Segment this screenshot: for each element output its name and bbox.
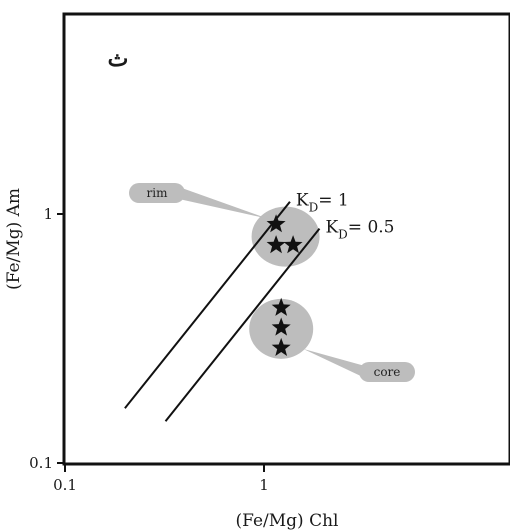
axes — [62, 12, 510, 466]
y-tick-label: 1 — [43, 205, 53, 223]
kd-label: KD= 0.5 — [325, 218, 394, 242]
y-axis-title: (Fe/Mg) Am — [4, 188, 24, 290]
star-point — [283, 235, 303, 254]
callout-pointer — [303, 348, 365, 378]
plot-frame — [62, 12, 510, 466]
star-point — [271, 297, 291, 316]
x-tick-label: 0.1 — [53, 476, 77, 494]
group-halos — [249, 206, 320, 359]
x-axis-title: (Fe/Mg) Chl — [235, 511, 338, 531]
panel-label-box — [82, 36, 140, 76]
star-point — [271, 337, 291, 356]
star-point — [266, 214, 286, 233]
x-tick-label: 1 — [259, 476, 269, 494]
star-point — [266, 235, 286, 254]
kd-line — [124, 201, 291, 409]
callout-pill — [359, 362, 415, 382]
callout-label: rim — [147, 186, 169, 200]
kd-line — [164, 227, 321, 422]
star-point — [271, 317, 291, 336]
data-points — [266, 214, 303, 356]
callout-label: core — [374, 365, 401, 379]
callout-pointer — [179, 187, 268, 219]
reference-lines: KD= 1 KD= 0.5 — [124, 191, 394, 422]
group-callouts: rim core — [129, 183, 415, 382]
callout-pill — [129, 183, 185, 203]
y-tick-label: 0.1 — [29, 454, 53, 472]
panel-label: ث — [108, 46, 129, 72]
kd-label: KD= 1 — [296, 191, 349, 215]
ticks: 0.1 1 0.1 1 — [29, 205, 269, 494]
